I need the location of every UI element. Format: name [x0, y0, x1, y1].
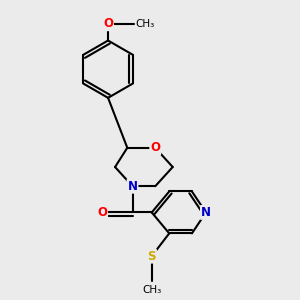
Text: S: S	[148, 250, 156, 262]
Text: CH₃: CH₃	[142, 285, 161, 295]
Text: CH₃: CH₃	[135, 19, 154, 29]
Text: O: O	[97, 206, 107, 219]
Text: N: N	[128, 180, 137, 193]
Text: N: N	[201, 206, 211, 219]
Text: O: O	[150, 141, 160, 154]
Text: O: O	[103, 17, 113, 30]
